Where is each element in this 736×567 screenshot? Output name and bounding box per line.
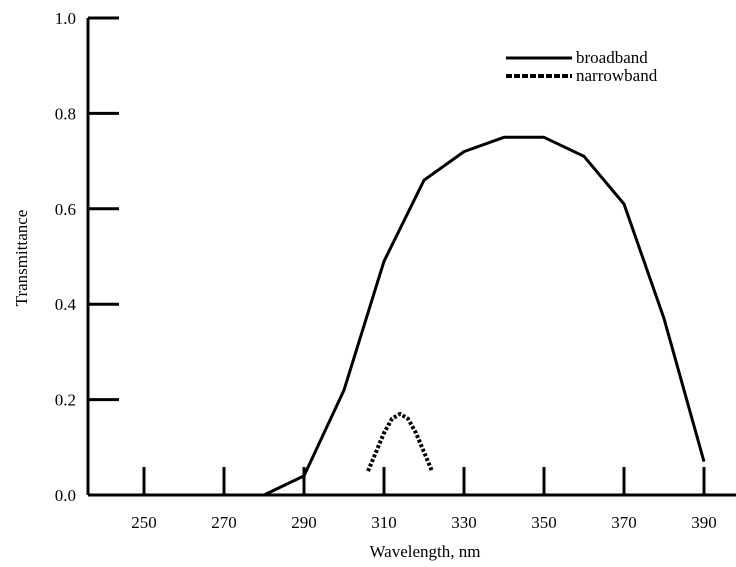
series-layer bbox=[263, 135, 706, 497]
y-tick-label: 1.0 bbox=[55, 9, 76, 28]
legend-label-broadband: broadband bbox=[576, 48, 648, 67]
y-tick-label: 0.8 bbox=[55, 104, 76, 123]
legend-label-narrowband: narrowband bbox=[576, 66, 658, 85]
x-tick-label: 390 bbox=[691, 513, 717, 532]
x-tick-label: 250 bbox=[131, 513, 157, 532]
y-axis-title: Transmittance bbox=[12, 210, 31, 307]
x-tick-label: 310 bbox=[371, 513, 397, 532]
y-tick-label: 0.6 bbox=[55, 200, 76, 219]
x-tick-label: 330 bbox=[451, 513, 477, 532]
series-line-broadband bbox=[263, 135, 706, 497]
x-tick-label: 270 bbox=[211, 513, 237, 532]
x-tick-label: 370 bbox=[611, 513, 637, 532]
series-line-narrowband bbox=[366, 411, 434, 472]
y-tick-label: 0.0 bbox=[55, 486, 76, 505]
y-tick-label: 0.4 bbox=[55, 295, 77, 314]
y-tick-label: 0.2 bbox=[55, 391, 76, 410]
x-axis-title: Wavelength, nm bbox=[370, 542, 481, 561]
x-tick-label: 290 bbox=[291, 513, 317, 532]
x-tick-label: 350 bbox=[531, 513, 557, 532]
axes: 0.0 0.2 0.4 0.6 0.8 1.0 250 270 290 310 330 350 370 3… bbox=[55, 9, 736, 532]
